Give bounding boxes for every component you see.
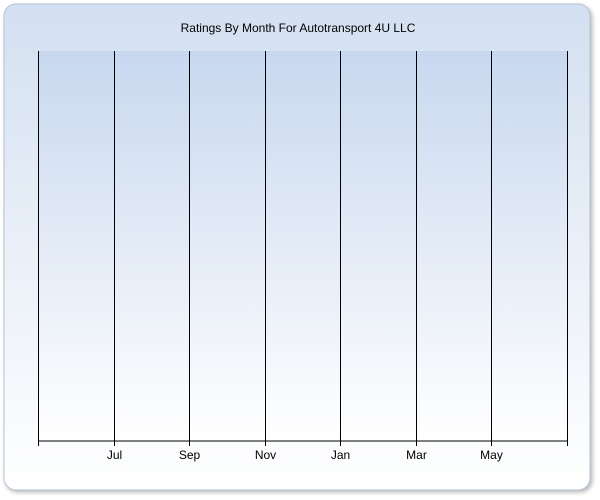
plot-area xyxy=(38,51,567,441)
x-tick-label: Jan xyxy=(331,448,350,462)
chart-title: Ratings By Month For Autotransport 4U LL… xyxy=(181,21,416,35)
x-tick-label: Nov xyxy=(255,448,276,462)
x-tick-label: May xyxy=(480,448,503,462)
x-tick-label: Jul xyxy=(107,448,122,462)
x-tick-label: Sep xyxy=(179,448,201,462)
x-tick-label: Mar xyxy=(406,448,427,462)
